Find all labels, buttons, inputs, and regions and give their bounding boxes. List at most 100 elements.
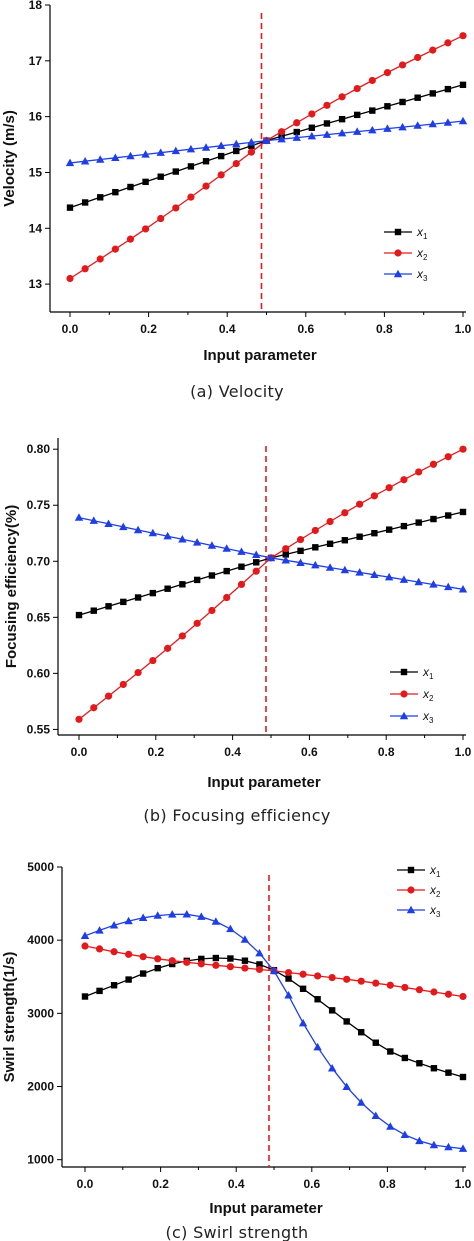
data-point-x3 — [65, 158, 75, 167]
data-point-x1 — [81, 993, 89, 1000]
data-point-x1 — [353, 111, 361, 119]
data-point-x2 — [282, 545, 290, 553]
series-line-x3 — [84, 913, 464, 1150]
data-point-x1 — [326, 540, 334, 547]
data-point-x1 — [372, 1039, 379, 1046]
x-tick-label: 0.4 — [224, 745, 241, 759]
data-point-x1 — [299, 985, 307, 992]
data-point-x2 — [284, 968, 293, 977]
data-point-x2 — [202, 182, 210, 190]
data-point-x3 — [337, 128, 347, 137]
data-point-x3 — [119, 522, 128, 531]
data-point-x1 — [217, 152, 225, 160]
data-point-x3 — [371, 1111, 380, 1119]
data-point-x3 — [352, 127, 362, 135]
data-point-x2 — [383, 69, 392, 77]
y-tick-label: 1000 — [27, 1153, 54, 1167]
data-point-x3 — [399, 575, 409, 583]
x-axis-title: Input parameter — [203, 347, 317, 364]
data-point-x3 — [429, 580, 438, 588]
data-point-x1 — [429, 90, 436, 97]
data-point-x3 — [327, 1063, 337, 1072]
data-point-x1 — [125, 976, 132, 983]
y-tick-label: 0.65 — [27, 610, 51, 624]
data-point-x2 — [193, 619, 201, 627]
y-tick-label: 2000 — [27, 1080, 54, 1094]
data-point-x1 — [253, 559, 260, 566]
legend-marker-x3 — [399, 711, 409, 720]
data-point-x2 — [386, 981, 394, 989]
x-tick-label: 0.2 — [152, 1177, 169, 1191]
data-point-x3 — [133, 525, 143, 534]
data-point-x3 — [104, 519, 113, 527]
data-point-x1 — [142, 178, 149, 186]
x-tick-label: 1.0 — [455, 322, 472, 336]
data-point-x1 — [400, 522, 408, 530]
data-point-x1 — [356, 533, 363, 540]
y-tick-label: 0.60 — [27, 666, 51, 680]
data-point-x3 — [95, 926, 104, 934]
data-point-x2 — [356, 500, 364, 508]
data-point-x3 — [124, 916, 133, 925]
data-point-x3 — [111, 153, 120, 162]
data-point-x1 — [134, 594, 142, 601]
data-point-x1 — [308, 124, 316, 131]
data-point-x2 — [149, 656, 157, 665]
data-point-x2 — [293, 119, 301, 127]
data-point-x2 — [326, 517, 334, 526]
data-point-x3 — [207, 541, 217, 549]
data-point-x1 — [81, 199, 89, 206]
data-point-x1 — [187, 163, 195, 170]
legend-label-x2: x2 — [416, 246, 428, 262]
legend-subscript: 3 — [436, 910, 441, 919]
data-point-x2 — [247, 148, 255, 156]
data-point-x1 — [430, 515, 437, 523]
data-point-x3 — [74, 513, 84, 521]
data-point-x3 — [89, 516, 98, 524]
data-point-x2 — [308, 110, 316, 118]
data-point-x2 — [400, 476, 408, 484]
data-point-x3 — [247, 138, 256, 146]
legend-label-x3: x3 — [422, 709, 434, 725]
data-point-x2 — [328, 974, 336, 982]
data-point-x3 — [458, 585, 468, 593]
data-point-x2 — [126, 235, 135, 243]
legend-marker-x1 — [394, 228, 402, 236]
data-point-x3 — [153, 911, 162, 919]
data-point-x3 — [226, 924, 235, 933]
data-point-x2 — [343, 975, 351, 983]
data-point-x2 — [459, 992, 467, 1001]
data-point-x3 — [292, 133, 301, 141]
data-point-x3 — [252, 550, 261, 559]
data-point-x2 — [398, 61, 407, 69]
legend-marker-x1 — [407, 866, 415, 874]
data-point-x3 — [168, 910, 177, 918]
data-point-x1 — [157, 173, 164, 180]
x-tick-label: 0.6 — [303, 1177, 320, 1191]
data-point-x3 — [298, 1018, 308, 1027]
data-point-x3 — [400, 1130, 410, 1138]
data-point-x3 — [178, 534, 187, 543]
data-point-x3 — [325, 563, 335, 571]
data-point-x2 — [385, 484, 393, 492]
data-point-x3 — [80, 156, 90, 165]
data-point-x2 — [444, 453, 452, 461]
data-point-x3 — [80, 931, 90, 939]
data-point-x3 — [398, 122, 407, 131]
data-point-x3 — [269, 966, 279, 975]
data-point-x3 — [255, 948, 264, 957]
data-point-x1 — [105, 603, 112, 610]
data-point-x1 — [285, 975, 292, 982]
data-point-x1 — [112, 188, 119, 196]
data-point-x3 — [444, 582, 453, 591]
data-point-x2 — [66, 274, 74, 283]
data-point-x3 — [340, 565, 350, 574]
data-point-x2 — [338, 93, 346, 101]
data-point-x3 — [222, 544, 231, 552]
x-tick-label: 0.8 — [378, 745, 395, 759]
data-point-x1 — [297, 547, 304, 555]
data-point-x1 — [385, 526, 393, 533]
data-point-x3 — [386, 1122, 395, 1130]
data-point-x2 — [75, 715, 83, 723]
